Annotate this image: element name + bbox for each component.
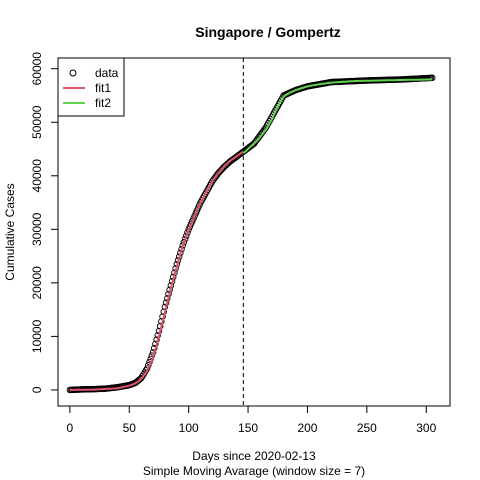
legend-label-fit1: fit1 — [95, 81, 111, 95]
chart-title: Singapore / Gompertz — [195, 24, 340, 40]
legend-label-fit2: fit2 — [95, 96, 111, 110]
x-tick-label: 100 — [179, 421, 199, 435]
y-axis-label: Cumulative Cases — [3, 183, 17, 280]
y-tick-label: 50000 — [30, 105, 44, 139]
x-tick-label: 250 — [357, 421, 377, 435]
y-tick-label: 60000 — [30, 52, 44, 86]
x-tick-label: 0 — [67, 421, 74, 435]
y-tick-label: 0 — [30, 386, 44, 393]
x-axis-sublabel: Simple Moving Avarage (window size = 7) — [143, 464, 365, 478]
x-axis-label: Days since 2020-02-13 — [192, 449, 316, 463]
x-tick-label: 50 — [123, 421, 137, 435]
y-tick-label: 10000 — [30, 319, 44, 353]
x-tick-label: 150 — [238, 421, 258, 435]
x-tick-label: 200 — [297, 421, 317, 435]
y-tick-label: 40000 — [30, 159, 44, 193]
x-tick-label: 300 — [416, 421, 436, 435]
y-tick-label: 30000 — [30, 212, 44, 246]
legend-label-data: data — [95, 66, 119, 80]
y-tick-label: 20000 — [30, 266, 44, 300]
